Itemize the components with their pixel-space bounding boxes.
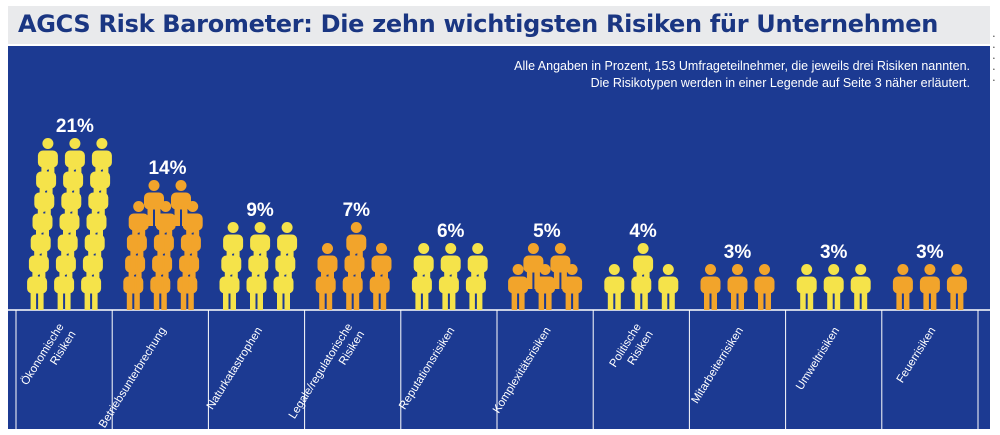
person-icon <box>64 138 85 184</box>
value-label: 4% <box>629 221 657 242</box>
chart-title: AGCS Risk Barometer: Die zehn wichtigste… <box>18 10 938 38</box>
note-line-1: Alle Angaben in Prozent, 153 Umfrageteil… <box>514 59 970 73</box>
person-icon <box>727 264 748 310</box>
value-label: 7% <box>343 200 371 221</box>
bar-8 <box>700 264 775 310</box>
bar-4 <box>315 222 392 310</box>
value-label: 6% <box>437 221 465 242</box>
person-icon <box>604 264 625 310</box>
person-icon <box>550 243 571 289</box>
category-label: Umweltrisiken <box>794 325 842 392</box>
person-icon <box>171 180 191 226</box>
person-icon <box>892 264 913 310</box>
category-label: PolitischeRisiken <box>608 322 656 378</box>
person-icon <box>850 264 871 310</box>
value-label: 5% <box>533 221 561 242</box>
category-label: ÖkonomischeRisiken <box>19 322 78 395</box>
value-label: 3% <box>724 242 752 263</box>
category-label: Mitarbeiterrisiken <box>689 325 746 406</box>
person-icon <box>413 243 434 289</box>
person-icon <box>346 222 367 268</box>
person-icon <box>754 264 775 310</box>
value-label: 3% <box>820 242 848 263</box>
person-icon <box>371 243 392 289</box>
person-icon <box>946 264 967 310</box>
bar-1 <box>27 138 112 310</box>
person-icon <box>250 222 271 268</box>
person-icon <box>277 222 298 268</box>
title-bar: AGCS Risk Barometer: Die zehn wichtigste… <box>8 6 990 44</box>
chart-note: Alle Angaben in Prozent, 153 Umfrageteil… <box>514 58 970 92</box>
person-icon <box>223 222 244 268</box>
person-icon <box>535 264 556 310</box>
page-edge-marks: • • • • • <box>993 34 995 84</box>
category-label: Naturkatastrophen <box>205 325 265 412</box>
category-label: Betriebsunterbrechung <box>97 325 169 429</box>
category-label: Feuerrisiken <box>895 325 939 385</box>
value-label: 9% <box>246 200 274 221</box>
person-icon <box>37 138 58 184</box>
person-icon <box>823 264 844 310</box>
person-icon <box>128 201 149 247</box>
bar-7 <box>604 243 679 310</box>
value-label: 21% <box>56 116 94 137</box>
person-icon <box>144 180 164 226</box>
person-icon <box>796 264 817 310</box>
bar-6 <box>508 243 583 310</box>
category-label: Komplexitätsrisiken <box>491 325 554 415</box>
person-icon <box>508 264 529 310</box>
bar-5 <box>411 243 488 310</box>
category-label: Reputationsrisiken <box>397 325 457 412</box>
person-icon <box>91 138 112 184</box>
person-icon <box>523 243 544 289</box>
person-icon <box>317 243 338 289</box>
person-icon <box>658 264 679 310</box>
person-icon <box>633 243 654 289</box>
bar-9 <box>796 264 871 310</box>
person-icon <box>440 243 461 289</box>
chart-panel: 21% ÖkonomischeRisiken 14% Betriebsunterbre… <box>8 46 990 429</box>
value-label: 3% <box>916 242 944 263</box>
person-icon <box>919 264 940 310</box>
chart-svg: 21% ÖkonomischeRisiken 14% Betriebsunterbre… <box>8 116 990 429</box>
category-label: Legale/regulatorischeRisiken <box>287 322 367 429</box>
bar-10 <box>892 264 967 310</box>
person-icon <box>182 201 203 247</box>
bar-2 <box>123 180 203 310</box>
value-label: 14% <box>148 158 186 179</box>
person-icon <box>467 243 488 289</box>
person-icon <box>562 264 583 310</box>
note-line-2: Die Risikotypen werden in einer Legende … <box>590 76 970 90</box>
bar-3 <box>219 222 298 310</box>
person-icon <box>700 264 721 310</box>
